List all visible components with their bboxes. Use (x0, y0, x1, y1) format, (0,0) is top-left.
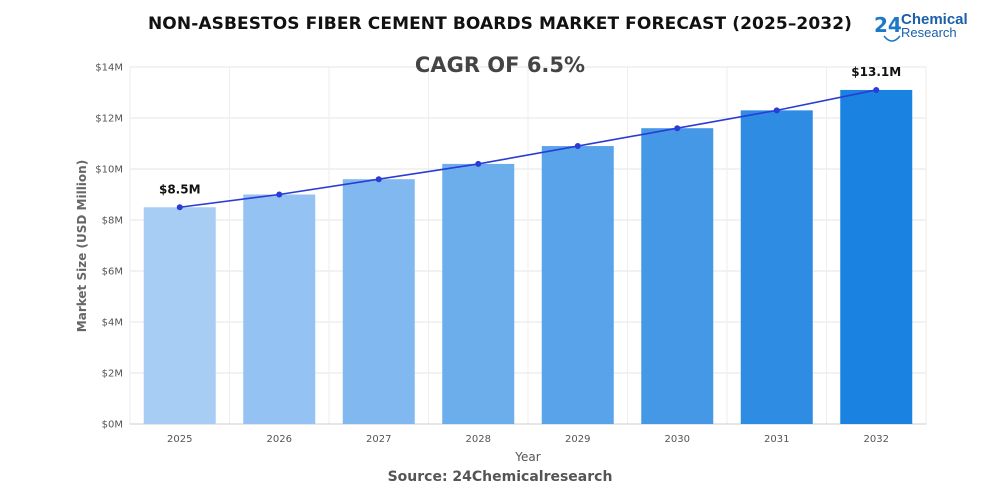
trend-point (574, 143, 581, 150)
y-tick-label: $10M (95, 165, 123, 176)
y-tick-label: $4M (102, 318, 123, 329)
x-tick-label: 2026 (267, 434, 292, 445)
bar-chart: $0M $2M $4M $6M $8M $10M $12M $14M 2025 2026 2027… (75, 53, 927, 464)
bars (143, 89, 913, 425)
trend-point (674, 125, 681, 132)
logo-number: 24 (874, 13, 902, 37)
bar (243, 194, 316, 424)
y-axis-label: Market Size (USD Million) (75, 160, 89, 332)
data-label: $8.5M (159, 182, 201, 196)
bar (143, 207, 216, 424)
bar (641, 128, 714, 424)
source-note: Source: 24Chemicalresearch (387, 469, 613, 485)
x-tick-label: 2025 (167, 434, 192, 445)
trend-point (773, 107, 780, 114)
x-tick-label: 2032 (864, 434, 889, 445)
logo-line-1: Chemical (901, 11, 968, 28)
cagr-annotation: CAGR OF 6.5% (415, 53, 585, 77)
x-tick-label: 2028 (466, 434, 491, 445)
y-tick-label: $2M (102, 369, 123, 380)
trend-point (475, 160, 482, 167)
x-axis-label: Year (514, 450, 540, 464)
x-tick-labels: 2025 2026 2027 2028 2029 2030 2031 2032 (167, 434, 889, 445)
logo-line-2: Research (901, 25, 957, 40)
trend-line (179, 89, 877, 209)
bar (342, 179, 415, 424)
y-tick-labels: $0M $2M $4M $6M $8M $10M $12M $14M (95, 63, 123, 431)
x-tick-label: 2031 (764, 434, 789, 445)
x-tick-label: 2027 (366, 434, 391, 445)
y-tick-label: $14M (95, 63, 123, 74)
trend-point (176, 204, 183, 211)
y-tick-label: $0M (102, 420, 123, 431)
flask-icon (883, 35, 901, 42)
bar (840, 89, 913, 424)
data-labels: $8.5M $13.1M (159, 65, 901, 196)
bar (541, 146, 614, 425)
bar (740, 110, 813, 424)
y-tick-label: $12M (95, 114, 123, 125)
y-tick-label: $6M (102, 267, 123, 278)
y-tick-label: $8M (102, 216, 123, 227)
x-tick-label: 2029 (565, 434, 590, 445)
brand-logo: 24 Chemical Research (874, 12, 990, 42)
trend-point (873, 86, 880, 93)
bar (442, 163, 515, 424)
x-tick-label: 2030 (665, 434, 690, 445)
data-label: $13.1M (851, 65, 901, 79)
chart-title: NON-ASBESTOS FIBER CEMENT BOARDS MARKET … (147, 14, 853, 34)
trend-point (276, 191, 283, 198)
trend-point (375, 176, 382, 183)
trend-line-group (176, 86, 880, 211)
